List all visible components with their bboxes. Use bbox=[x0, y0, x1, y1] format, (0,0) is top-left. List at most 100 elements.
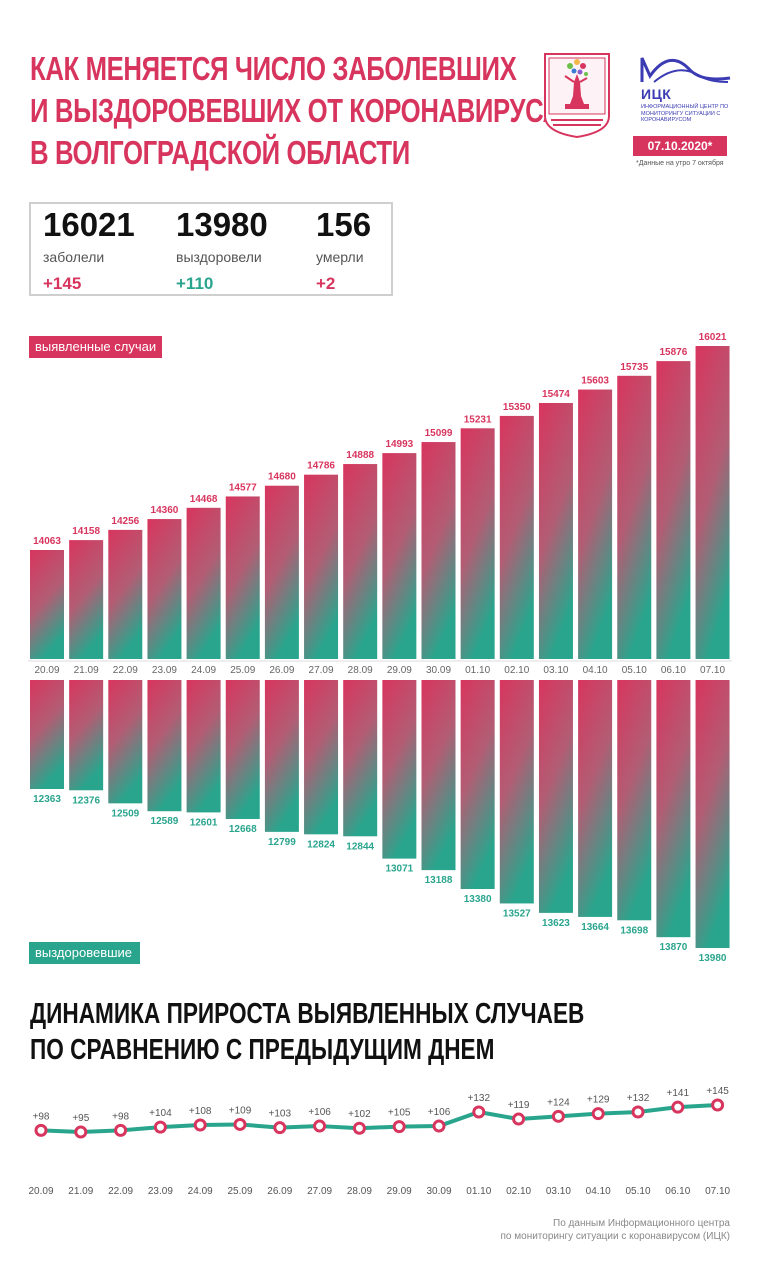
stat-deaths-value: 156 bbox=[316, 206, 372, 243]
stat-recovered-delta: +110 bbox=[176, 274, 214, 293]
recovered-data-label: 13527 bbox=[503, 908, 531, 919]
cases-bar bbox=[186, 507, 221, 659]
growth-point bbox=[551, 1109, 565, 1123]
recovered-bar bbox=[147, 680, 182, 812]
growth-date-tick-label: 25.09 bbox=[227, 1186, 252, 1197]
cases-data-label: 14888 bbox=[346, 450, 374, 461]
recovered-data-label: 12799 bbox=[268, 837, 296, 848]
cases-data-label: 15099 bbox=[425, 428, 453, 439]
growth-data-label: +109 bbox=[229, 1105, 252, 1116]
recovered-bar bbox=[656, 680, 691, 938]
growth-point bbox=[472, 1105, 486, 1119]
growth-point bbox=[392, 1120, 406, 1134]
cases-data-label: 15474 bbox=[542, 389, 570, 400]
recovered-data-label: 12844 bbox=[346, 841, 374, 852]
source-line-2: по мониторингу ситуации с коронавирусом … bbox=[500, 1231, 731, 1242]
cases-bar bbox=[69, 540, 104, 659]
recovered-data-label: 13698 bbox=[620, 925, 648, 936]
growth-point bbox=[74, 1125, 88, 1139]
date-tick-label: 22.09 bbox=[113, 665, 138, 676]
growth-point bbox=[591, 1107, 605, 1121]
cases-data-label: 14158 bbox=[72, 526, 100, 537]
growth-point bbox=[34, 1123, 48, 1137]
growth-data-label: +106 bbox=[308, 1107, 331, 1118]
recovered-bar bbox=[695, 680, 730, 948]
volgograd-coat-of-arms-icon bbox=[544, 53, 610, 138]
recovered-bar bbox=[304, 680, 339, 835]
growth-data-label: +141 bbox=[667, 1088, 690, 1099]
growth-point bbox=[631, 1105, 645, 1119]
summary-stats-box: 16021 заболели +145 13980 выздоровели +1… bbox=[29, 202, 393, 296]
recovered-data-label: 13380 bbox=[464, 894, 492, 905]
cases-bar bbox=[264, 485, 299, 659]
date-tick-label: 03.10 bbox=[543, 665, 568, 676]
cases-bar bbox=[460, 428, 495, 659]
date-tick-label: 20.09 bbox=[34, 665, 59, 676]
date-tick-label: 27.09 bbox=[309, 665, 334, 676]
cases-data-label: 14063 bbox=[33, 536, 61, 547]
recovered-bar bbox=[421, 680, 456, 871]
cases-data-label: 15603 bbox=[581, 376, 609, 387]
growth-point bbox=[352, 1121, 366, 1135]
growth-date-tick-label: 05.10 bbox=[625, 1186, 650, 1197]
cases-bar bbox=[421, 442, 456, 659]
stat-deaths-label: умерли bbox=[316, 249, 364, 265]
date-badge: 07.10.2020* bbox=[633, 136, 727, 156]
cases-data-label: 14256 bbox=[111, 516, 139, 527]
growth-data-label: +95 bbox=[72, 1113, 89, 1124]
recovered-data-label: 12376 bbox=[72, 795, 100, 806]
cases-data-label: 14680 bbox=[268, 472, 296, 483]
line-chart: +98 20.09 +95 21.09 +98 22.09 +104 23.09 +108 24.… bbox=[28, 1086, 730, 1197]
date-tick-label: 07.10 bbox=[700, 665, 725, 676]
growth-date-tick-label: 21.09 bbox=[68, 1186, 93, 1197]
growth-data-label: +106 bbox=[428, 1107, 451, 1118]
date-tick-label: 04.10 bbox=[583, 665, 608, 676]
date-tick-label: 05.10 bbox=[622, 665, 647, 676]
date-tick-label: 21.09 bbox=[74, 665, 99, 676]
recovered-bar bbox=[108, 680, 143, 804]
itsk-logo bbox=[640, 54, 732, 84]
growth-point bbox=[153, 1120, 167, 1134]
growth-date-tick-label: 27.09 bbox=[307, 1186, 332, 1197]
stat-recovered-value: 13980 bbox=[176, 206, 268, 243]
source-note: По данным Информационного центра по мони… bbox=[501, 1217, 731, 1243]
growth-point bbox=[711, 1098, 725, 1112]
growth-date-tick-label: 06.10 bbox=[665, 1186, 690, 1197]
growth-data-label: +145 bbox=[706, 1086, 729, 1097]
legend-cases: выявленные случаи bbox=[29, 336, 163, 358]
cases-data-label: 14786 bbox=[307, 461, 335, 472]
stat-recovered-label: выздоровели bbox=[176, 249, 262, 265]
cases-data-label: 15735 bbox=[620, 362, 648, 373]
growth-date-tick-label: 03.10 bbox=[546, 1186, 571, 1197]
cases-bar bbox=[656, 361, 691, 659]
cases-bar bbox=[382, 453, 417, 659]
recovered-bar bbox=[460, 680, 495, 890]
growth-date-tick-label: 30.09 bbox=[426, 1186, 451, 1197]
growth-date-tick-label: 23.09 bbox=[148, 1186, 173, 1197]
recovered-data-label: 12601 bbox=[190, 817, 218, 828]
stat-cases-value: 16021 bbox=[43, 206, 135, 243]
cases-data-label: 14360 bbox=[151, 505, 179, 516]
cases-data-label: 15876 bbox=[659, 347, 687, 358]
date-tick-label: 26.09 bbox=[269, 665, 294, 676]
growth-date-tick-label: 26.09 bbox=[267, 1186, 292, 1197]
cases-bar bbox=[617, 375, 652, 659]
growth-data-label: +132 bbox=[627, 1093, 650, 1104]
growth-point bbox=[512, 1112, 526, 1126]
recovered-data-label: 12363 bbox=[33, 794, 61, 805]
recovered-data-label: 12824 bbox=[307, 839, 335, 850]
recovered-bar bbox=[343, 680, 378, 837]
date-note: *Данные на утро 7 октября bbox=[636, 160, 724, 167]
recovered-bar bbox=[225, 680, 260, 819]
growth-date-tick-label: 22.09 bbox=[108, 1186, 133, 1197]
page-title: КАК МЕНЯЕТСЯ ЧИСЛО ЗАБОЛЕВШИХ И ВЫЗДОРОВ… bbox=[30, 48, 561, 174]
date-tick-label: 29.09 bbox=[387, 665, 412, 676]
cases-data-label: 14577 bbox=[229, 482, 257, 493]
recovered-data-label: 13071 bbox=[385, 864, 413, 875]
itsk-logo-mark-icon bbox=[640, 57, 731, 83]
cases-data-label: 16021 bbox=[699, 332, 727, 343]
logo-name: ИЦК bbox=[641, 86, 672, 102]
recovered-bar bbox=[578, 680, 613, 917]
recovered-data-label: 12589 bbox=[151, 816, 179, 827]
